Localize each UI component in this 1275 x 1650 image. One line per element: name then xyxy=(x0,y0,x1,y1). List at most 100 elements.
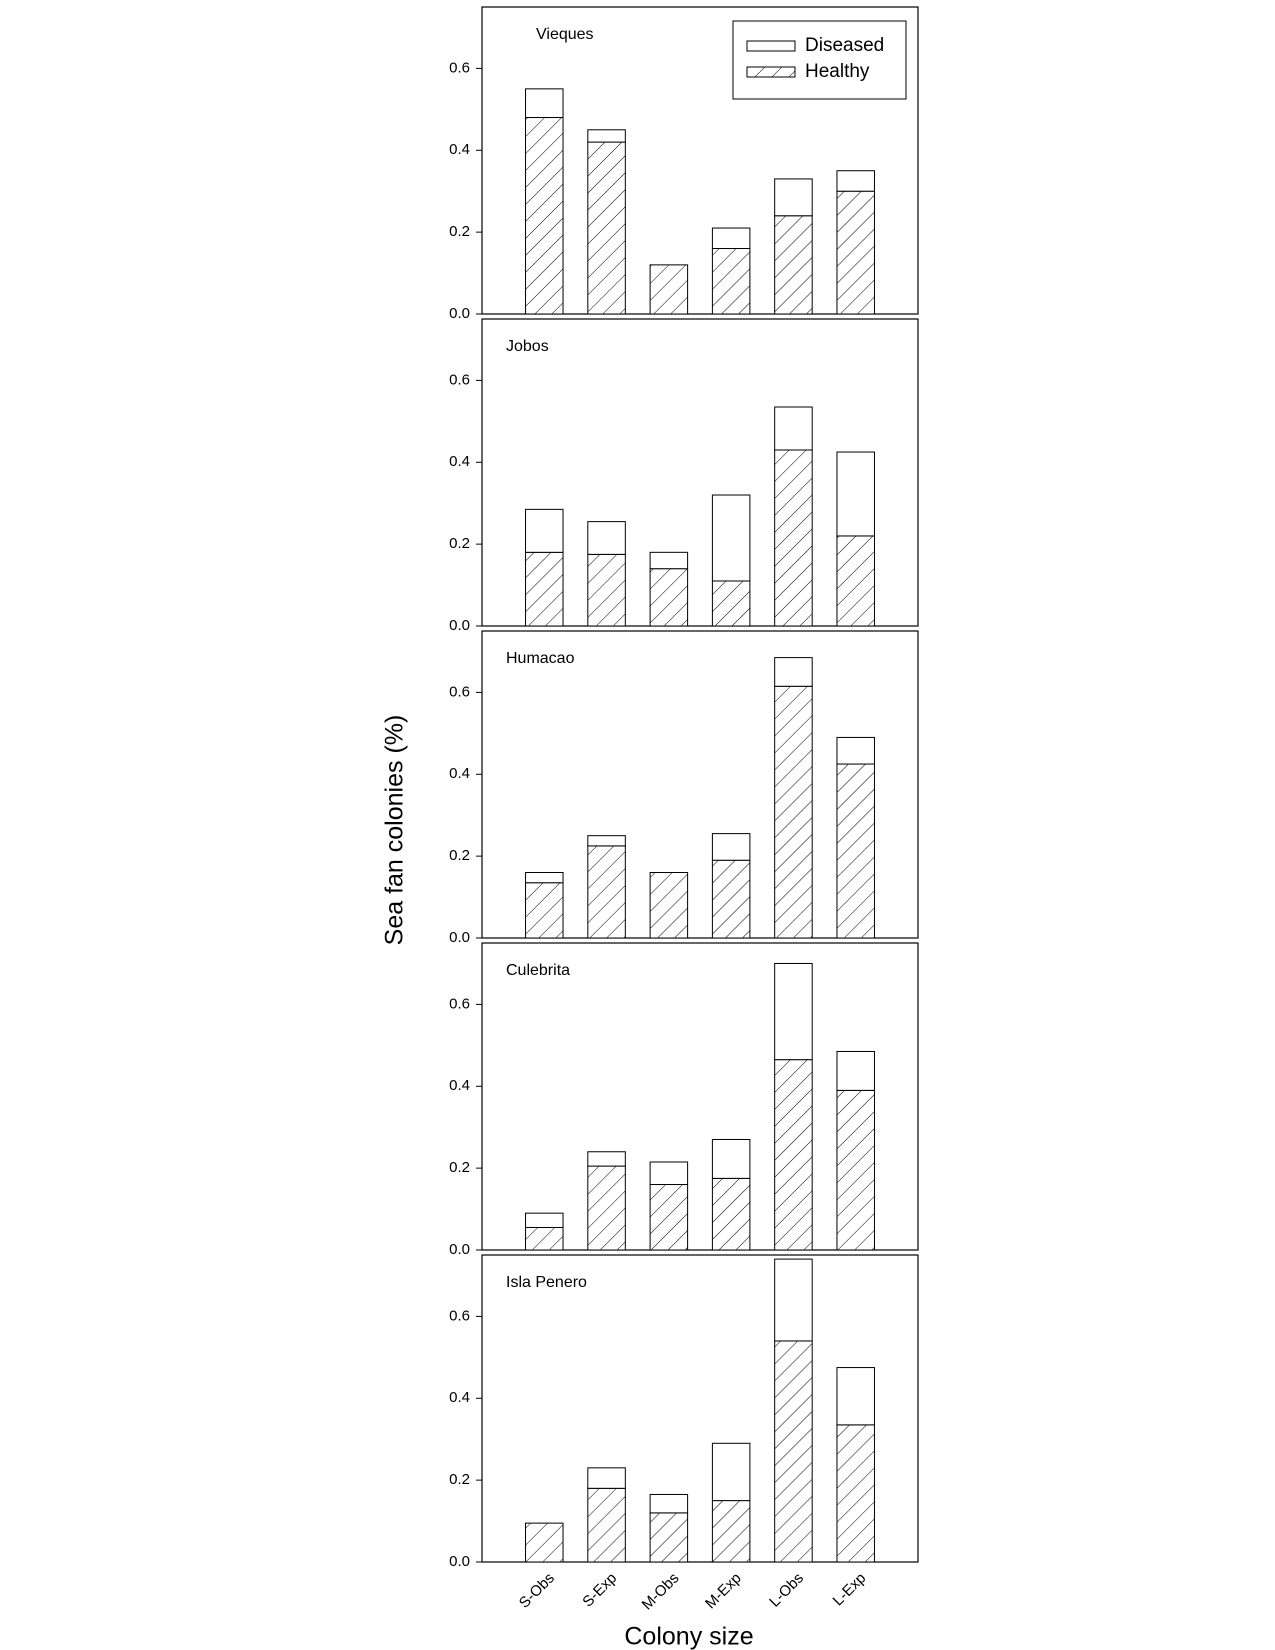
panel-frame xyxy=(481,942,919,1251)
bar-segment xyxy=(525,1212,564,1228)
bar-segment xyxy=(774,657,813,687)
x-tick-label: M-Exp xyxy=(702,1570,745,1613)
panel-frame xyxy=(481,318,919,627)
bar-segment xyxy=(711,859,751,939)
y-tick-label: 0.4 xyxy=(449,1077,470,1094)
bar-segment xyxy=(587,835,626,847)
panel-title: Jobos xyxy=(506,338,549,355)
y-tick-label: 0.6 xyxy=(449,371,470,388)
legend-swatch xyxy=(746,66,796,78)
bar-segment xyxy=(774,1059,813,1251)
panel-frame xyxy=(481,6,919,315)
y-tick-label: 0.0 xyxy=(449,1553,470,1570)
bar-segment xyxy=(711,494,751,582)
bar-segment xyxy=(587,1487,626,1563)
bar-segment xyxy=(711,833,751,861)
bar-segment xyxy=(649,1184,689,1251)
bar-segment xyxy=(774,1258,813,1342)
y-tick-label: 0.6 xyxy=(449,995,470,1012)
bar-segment xyxy=(836,1089,875,1251)
y-tick-label: 0.0 xyxy=(449,305,470,322)
bar-segment xyxy=(649,264,689,315)
bar-segment xyxy=(774,1340,813,1563)
bar-segment xyxy=(836,1050,875,1091)
y-tick-label: 0.2 xyxy=(449,1471,470,1488)
panel-frame xyxy=(481,630,919,939)
bar-segment xyxy=(774,406,813,451)
bar-segment xyxy=(587,1467,626,1489)
bar-segment xyxy=(649,1493,689,1514)
bar-segment xyxy=(711,580,751,627)
y-tick-label: 0.6 xyxy=(449,683,470,700)
panel-title: Vieques xyxy=(536,26,594,43)
bar-segment xyxy=(836,1367,875,1426)
y-tick-label: 0.0 xyxy=(449,617,470,634)
bar-segment xyxy=(525,1226,564,1251)
y-tick-label: 0.2 xyxy=(449,223,470,240)
bar-segment xyxy=(836,170,875,192)
legend-box xyxy=(732,20,907,100)
bar-segment xyxy=(836,535,875,627)
bar-segment xyxy=(525,882,564,939)
panel-title: Humacao xyxy=(506,650,575,667)
bar-segment xyxy=(525,88,564,119)
x-tick-label: L-Obs xyxy=(766,1570,807,1611)
y-tick-label: 0.0 xyxy=(449,929,470,946)
bar-segment xyxy=(774,449,813,627)
bar-segment xyxy=(525,551,564,627)
panel-frame xyxy=(481,1254,919,1563)
bar-segment xyxy=(774,962,813,1061)
bar-segment xyxy=(525,1522,564,1563)
bar-segment xyxy=(836,451,875,537)
x-tick-label: S-Exp xyxy=(579,1570,620,1611)
bar-segment xyxy=(649,1161,689,1186)
panel-title: Culebrita xyxy=(506,962,570,979)
bar-segment xyxy=(587,521,626,555)
bar-segment xyxy=(836,736,875,765)
y-tick-label: 0.2 xyxy=(449,535,470,552)
bar-segment xyxy=(836,763,875,939)
bar-segment xyxy=(587,1165,626,1251)
bar-segment xyxy=(649,568,689,627)
bar-segment xyxy=(711,1500,751,1563)
x-tick-label: M-Obs xyxy=(639,1570,683,1614)
bar-segment xyxy=(525,508,564,553)
x-axis-title: Colony size xyxy=(624,1623,753,1650)
bar-segment xyxy=(587,1151,626,1167)
bar-segment xyxy=(774,685,813,939)
bar-segment xyxy=(836,1424,875,1563)
bar-segment xyxy=(525,117,564,315)
x-tick-label: L-Exp xyxy=(830,1570,870,1610)
bar-segment xyxy=(711,1177,751,1251)
y-axis-title: Sea fan colonies (%) xyxy=(381,715,409,946)
y-tick-label: 0.4 xyxy=(449,765,470,782)
y-tick-label: 0.6 xyxy=(449,59,470,76)
bar-segment xyxy=(711,227,751,250)
legend-label: Healthy xyxy=(805,61,870,82)
bar-segment xyxy=(587,553,626,627)
y-tick-label: 0.6 xyxy=(449,1307,470,1324)
y-tick-label: 0.4 xyxy=(449,1389,470,1406)
bar-segment xyxy=(711,248,751,315)
bar-segment xyxy=(649,551,689,570)
y-tick-label: 0.2 xyxy=(449,847,470,864)
bar-segment xyxy=(774,215,813,315)
y-tick-label: 0.2 xyxy=(449,1159,470,1176)
bar-segment xyxy=(587,141,626,315)
bar-segment xyxy=(774,178,813,217)
y-tick-label: 0.0 xyxy=(449,1241,470,1258)
bar-segment xyxy=(711,1442,751,1502)
panel-title: Isla Penero xyxy=(506,1274,587,1291)
legend-label: Diseased xyxy=(805,35,884,56)
bar-segment xyxy=(587,845,626,939)
bar-segment xyxy=(711,1138,751,1179)
y-tick-label: 0.4 xyxy=(449,453,470,470)
bar-segment xyxy=(649,872,689,939)
bar-segment xyxy=(649,1512,689,1563)
y-tick-label: 0.4 xyxy=(449,141,470,158)
bar-segment xyxy=(525,872,564,884)
legend-swatch xyxy=(746,40,796,52)
bar-segment xyxy=(836,190,875,315)
bar-segment xyxy=(587,129,626,143)
